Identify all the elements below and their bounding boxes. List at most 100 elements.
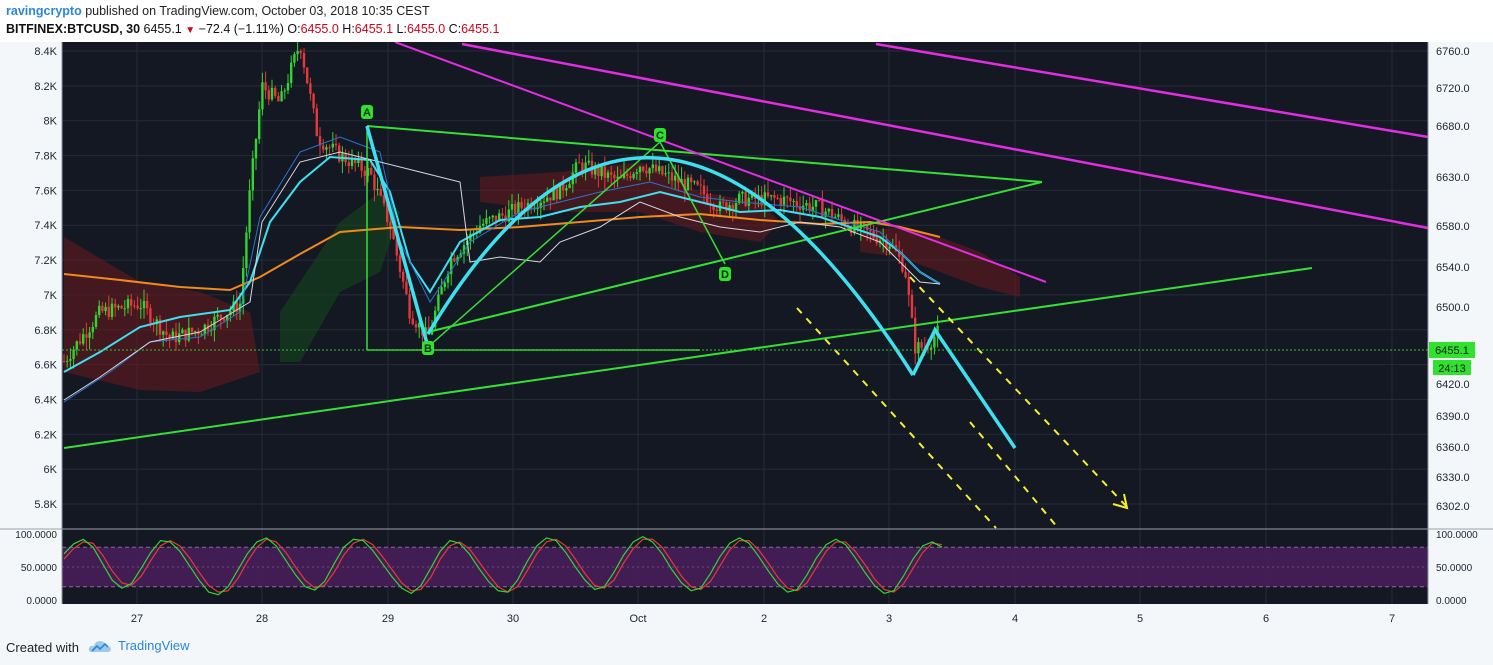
candle-body bbox=[69, 359, 72, 361]
symbol-label: BITFINEX:BTCUSD, 30 bbox=[6, 22, 141, 36]
candle-body bbox=[587, 160, 590, 163]
candle-body bbox=[82, 334, 85, 344]
x-axis-tick: 30 bbox=[507, 613, 519, 625]
left-axis-tick: 7.2K bbox=[34, 255, 57, 267]
candle-body bbox=[328, 147, 331, 149]
right-axis-tick: 6420.0 bbox=[1436, 379, 1470, 391]
candle-body bbox=[638, 166, 642, 173]
arc-start-leg bbox=[365, 125, 430, 348]
stoch-right-tick: 100.0000 bbox=[1436, 530, 1478, 541]
candle-body bbox=[722, 201, 725, 203]
x-axis-tick: 7 bbox=[1389, 613, 1395, 625]
publish-line: ravingcrypto published on TradingView.co… bbox=[6, 4, 430, 18]
ohlc-low-label: L: bbox=[396, 22, 407, 36]
ohlc-high-label: H: bbox=[342, 22, 355, 36]
candle-body bbox=[683, 179, 686, 191]
right-axis-tick: 6630.0 bbox=[1436, 172, 1470, 184]
candle-body bbox=[594, 166, 597, 175]
left-axis-tick: 6.6K bbox=[34, 360, 57, 372]
candle-body bbox=[728, 205, 731, 211]
candle-body bbox=[267, 90, 270, 100]
candle-body bbox=[821, 200, 824, 217]
candle-body bbox=[664, 173, 667, 175]
pattern-label-box-d bbox=[719, 267, 731, 281]
kijun-blue-line bbox=[63, 136, 941, 403]
candle-body bbox=[178, 333, 181, 343]
pattern-drawings bbox=[62, 42, 1429, 529]
candle-body bbox=[888, 246, 891, 249]
left-axis-tick: 6.2K bbox=[34, 429, 57, 441]
candle-body bbox=[715, 210, 718, 212]
candle-body bbox=[606, 172, 610, 178]
candle-body bbox=[149, 308, 152, 324]
price-chart[interactable]: 8.4K 8.2K 8K 7.8K 7.6K 7.4K 7.2K 7K 6.8K 6.6K 6.4K… bbox=[0, 42, 1493, 628]
left-axis-tick: 6K bbox=[44, 464, 58, 476]
candle-body bbox=[158, 319, 162, 335]
triangle-upper-line bbox=[366, 125, 1043, 183]
candle-body bbox=[107, 306, 110, 318]
candle-body bbox=[910, 294, 914, 318]
candle-body bbox=[651, 164, 654, 169]
candle-body bbox=[357, 158, 360, 164]
candle-body bbox=[725, 202, 728, 211]
tradingview-brand-link[interactable]: TradingView bbox=[88, 638, 190, 653]
candle-body bbox=[920, 342, 923, 348]
candle-body bbox=[578, 162, 581, 164]
candle-body bbox=[536, 207, 539, 209]
right-axis-tick: 6500.0 bbox=[1436, 302, 1470, 314]
candle-body bbox=[629, 175, 632, 179]
left-axis-tick: 8.4K bbox=[34, 46, 57, 58]
candle-body bbox=[546, 197, 549, 202]
candle-body bbox=[514, 203, 517, 215]
candle-body bbox=[258, 109, 261, 140]
candle-body bbox=[98, 305, 101, 316]
candle-body bbox=[597, 166, 600, 177]
candle-body bbox=[661, 166, 664, 175]
candle-body bbox=[930, 347, 933, 350]
candle-body bbox=[363, 170, 366, 176]
candle-body bbox=[741, 191, 744, 194]
left-axis-tick: 7.4K bbox=[34, 220, 57, 232]
candle-body bbox=[488, 217, 491, 219]
candle-body bbox=[130, 299, 133, 306]
candle-body bbox=[926, 348, 930, 350]
candle-body bbox=[744, 191, 747, 206]
candle-body bbox=[85, 334, 88, 338]
pattern-label-box-a bbox=[361, 105, 373, 119]
author-link[interactable]: ravingcrypto bbox=[6, 4, 82, 18]
tenkan-white-line bbox=[63, 151, 941, 401]
candle-body bbox=[395, 239, 398, 256]
tradingview-brand-text: TradingView bbox=[118, 638, 190, 653]
x-axis-tick: 2 bbox=[761, 613, 767, 625]
stoch-right-tick: 0.0000 bbox=[1436, 596, 1467, 607]
candle-body bbox=[898, 250, 901, 257]
candle-body bbox=[117, 305, 120, 308]
candle-body bbox=[786, 196, 789, 198]
candle-body bbox=[674, 175, 677, 181]
candle-body bbox=[437, 294, 440, 311]
candle-body bbox=[792, 201, 795, 203]
left-axis-tick: 8K bbox=[44, 116, 58, 128]
candle-body bbox=[197, 331, 200, 335]
candle-body bbox=[165, 331, 168, 335]
stoch-k-line bbox=[63, 535, 943, 596]
resistance-line-2 bbox=[461, 42, 1429, 230]
candle-body bbox=[773, 195, 776, 198]
candle-body bbox=[408, 294, 411, 319]
candle-body bbox=[539, 202, 542, 208]
candle-body bbox=[270, 87, 274, 100]
x-axis-tick: Oct bbox=[629, 613, 646, 625]
resistance-line-1 bbox=[394, 42, 1047, 283]
candle-body bbox=[414, 324, 418, 328]
candle-body bbox=[584, 162, 587, 172]
candle-body bbox=[254, 139, 258, 159]
candle-body bbox=[242, 268, 245, 304]
candle-body bbox=[562, 182, 565, 191]
candle-body bbox=[347, 162, 350, 166]
candle-body bbox=[411, 318, 414, 325]
candle-body bbox=[811, 206, 814, 211]
candle-body bbox=[114, 303, 117, 308]
candle-body bbox=[75, 341, 78, 350]
candle-body bbox=[110, 303, 114, 318]
candle-body bbox=[78, 341, 82, 344]
